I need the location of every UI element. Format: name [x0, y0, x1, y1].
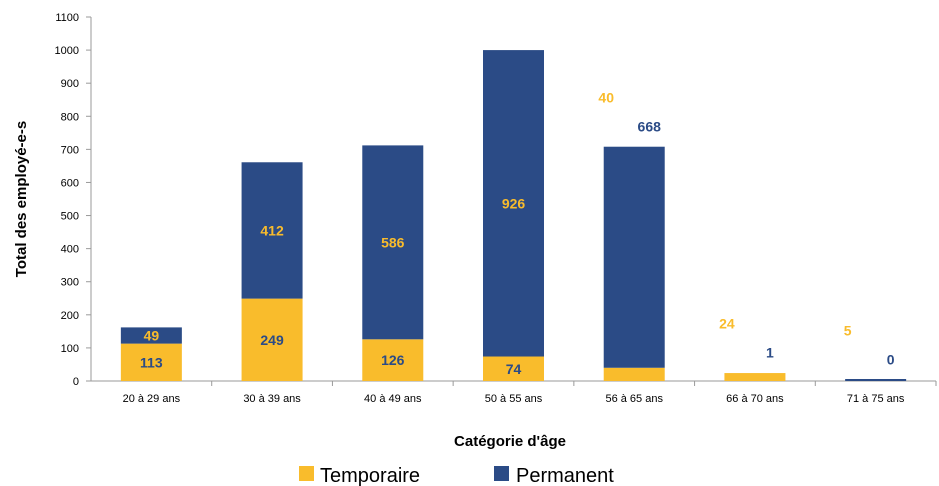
bar-temporaire — [724, 373, 786, 381]
data-label-permanent: 49 — [144, 328, 160, 344]
bar-permanent — [120, 327, 182, 344]
y-tick-label: 0 — [73, 376, 79, 388]
bar-permanent — [241, 162, 303, 299]
data-label-permanent: 668 — [638, 119, 662, 135]
y-tick-label: 300 — [61, 277, 79, 289]
bar-temporaire — [120, 343, 182, 381]
y-tick-label: 900 — [61, 78, 79, 90]
data-label-permanent: 0 — [887, 351, 895, 367]
data-label-temporaire: 249 — [260, 332, 284, 348]
y-tick-label: 1100 — [55, 12, 79, 24]
bar-temporaire — [483, 356, 544, 381]
y-axis-title: Total des employé-e-s — [13, 121, 30, 277]
bar-temporaire — [362, 339, 424, 381]
bar-permanent — [603, 146, 665, 368]
legend: Temporaire Permanent — [299, 465, 614, 486]
data-label-permanent: 1 — [766, 345, 774, 361]
y-tick-label: 800 — [61, 111, 79, 123]
x-tick-label: 30 à 39 ans — [243, 393, 301, 405]
x-axis-title: Catégorie d'âge — [454, 433, 566, 450]
data-label-temporaire: 113 — [140, 354, 163, 370]
bars-group — [120, 50, 907, 381]
data-label-temporaire: 40 — [598, 90, 614, 106]
y-tick-label: 1000 — [55, 45, 79, 57]
data-label-temporaire: 74 — [506, 361, 522, 377]
legend-label-temporaire: Temporaire — [320, 465, 420, 486]
x-tick-label: 56 à 65 ans — [605, 393, 663, 405]
x-axis-ticks: 20 à 29 ans 30 à 39 ans 40 à 49 ans 50 à 55… — [123, 381, 937, 405]
y-tick-label: 700 — [61, 144, 79, 156]
y-tick-label: 600 — [61, 177, 79, 189]
bar-permanent — [362, 145, 424, 340]
data-label-temporaire: 24 — [719, 316, 735, 332]
data-labels-group: 113 49 249 412 126 586 74 926 40 668 24 1 5 0 — [140, 90, 895, 377]
data-label-permanent: 586 — [381, 234, 405, 250]
x-tick-label: 40 à 49 ans — [364, 393, 422, 405]
y-tick-label: 100 — [61, 343, 79, 355]
bar-permanent — [483, 50, 544, 357]
bar-temporaire — [603, 367, 665, 381]
data-label-permanent: 926 — [502, 195, 526, 211]
data-label-temporaire: 126 — [381, 352, 405, 368]
legend-swatch-temporaire — [299, 466, 314, 481]
y-tick-label: 400 — [61, 244, 79, 256]
data-label-permanent: 412 — [260, 222, 284, 238]
x-tick-label: 20 à 29 ans — [123, 393, 181, 405]
y-tick-label: 200 — [61, 310, 79, 322]
data-label-temporaire: 5 — [844, 322, 852, 338]
bar-permanent — [845, 379, 907, 381]
x-tick-label: 71 à 75 ans — [847, 393, 905, 405]
bar-temporaire — [241, 298, 303, 381]
y-tick-label: 500 — [61, 211, 79, 223]
y-axis-ticks: 0 100 200 300 400 500 600 700 800 900 1000 1100 — [55, 12, 91, 388]
legend-swatch-permanent — [494, 466, 509, 481]
legend-label-permanent: Permanent — [516, 465, 614, 486]
x-tick-label: 50 à 55 ans — [485, 393, 543, 405]
x-tick-label: 66 à 70 ans — [726, 393, 784, 405]
